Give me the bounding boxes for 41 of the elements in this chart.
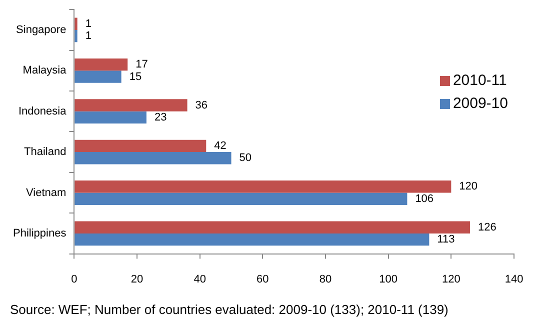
bar xyxy=(74,140,206,152)
x-tick-label: 100 xyxy=(379,273,398,286)
bar xyxy=(74,111,146,124)
legend-label: 2009-10 xyxy=(452,95,508,112)
x-tick-label: 120 xyxy=(442,273,460,286)
bar xyxy=(74,152,232,164)
x-tick-label: 80 xyxy=(319,273,332,286)
bar xyxy=(74,99,188,112)
data-label: 15 xyxy=(129,70,142,83)
data-label: 1 xyxy=(85,18,92,30)
y-tick-label: Vietnam xyxy=(26,186,66,199)
x-tick-label: 140 xyxy=(504,273,524,286)
y-tick-label: Singapore xyxy=(16,24,66,36)
y-tick-label: Philippines xyxy=(13,227,67,240)
y-tick-label: Indonesia xyxy=(18,105,68,118)
x-tick-label: 40 xyxy=(194,273,206,286)
bar xyxy=(74,192,408,205)
y-tick-label: Malaysia xyxy=(22,64,68,77)
data-label: 36 xyxy=(195,99,208,112)
bar xyxy=(74,70,122,83)
legend-label: 2010-11 xyxy=(452,72,507,89)
x-tick-label: 60 xyxy=(256,273,269,286)
data-label: 23 xyxy=(154,111,167,124)
x-tick-label: 0 xyxy=(71,273,78,286)
bar xyxy=(74,233,430,246)
bar xyxy=(74,18,78,30)
data-label: 126 xyxy=(478,221,496,234)
bar xyxy=(74,221,470,234)
data-label: 1 xyxy=(85,30,92,42)
bar xyxy=(74,30,78,42)
bar xyxy=(74,180,452,193)
x-tick-label: 20 xyxy=(130,273,144,286)
bar xyxy=(74,58,128,71)
data-label: 17 xyxy=(136,58,148,71)
data-label: 50 xyxy=(239,152,252,164)
y-tick-label: Thailand xyxy=(24,146,66,158)
data-label: 42 xyxy=(214,140,226,152)
source-note: Source: WEF; Number of countries evaluated: 2009-10 (133); 2010-11 (139) xyxy=(10,302,448,317)
data-label: 120 xyxy=(459,180,478,193)
data-label: 113 xyxy=(437,234,455,246)
data-label: 106 xyxy=(415,192,434,205)
